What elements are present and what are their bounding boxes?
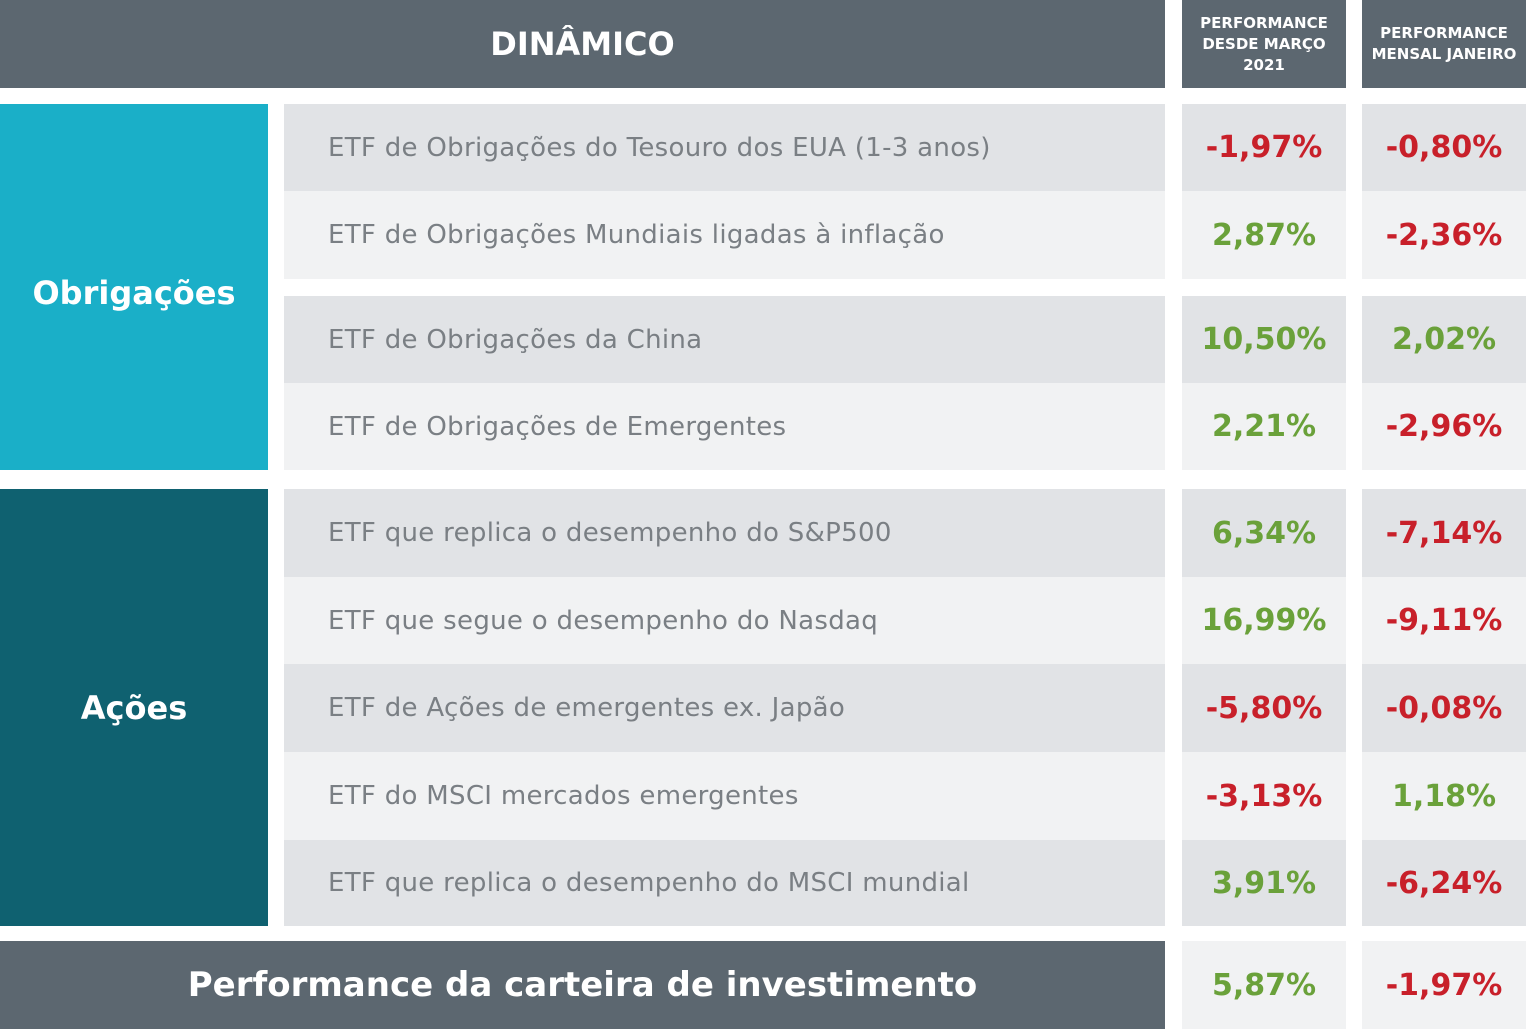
table-row-since-march: 2,21% — [1182, 383, 1346, 470]
table-row-since-march: 16,99% — [1182, 577, 1346, 664]
table-row-name: ETF de Obrigações da China — [284, 296, 1165, 383]
table-row-name: ETF de Obrigações do Tesouro dos EUA (1-… — [284, 104, 1165, 191]
table-row-january: 1,18% — [1362, 752, 1526, 840]
table-row-name: ETF de Ações de emergentes ex. Japão — [284, 664, 1165, 752]
table-row-since-march: 10,50% — [1182, 296, 1346, 383]
table-row-january: -7,14% — [1362, 489, 1526, 577]
column-header-since-march: PERFORMANCE DESDE MARÇO 2021 — [1182, 0, 1346, 88]
table-row-since-march: 2,87% — [1182, 191, 1346, 279]
table-row-january: -2,36% — [1362, 191, 1526, 279]
column-header-january: PERFORMANCE MENSAL JANEIRO — [1362, 0, 1526, 88]
table-row-name: ETF do MSCI mercados emergentes — [284, 752, 1165, 840]
table-row-january: -0,08% — [1362, 664, 1526, 752]
portfolio-performance-label: Performance da carteira de investimento — [0, 941, 1165, 1029]
table-row-name: ETF que segue o desempenho do Nasdaq — [284, 577, 1165, 664]
table-row-name: ETF que replica o desempenho do MSCI mun… — [284, 840, 1165, 926]
table-row-since-march: -1,97% — [1182, 104, 1346, 191]
table-row-january: -0,80% — [1362, 104, 1526, 191]
table-row-january: -6,24% — [1362, 840, 1526, 926]
portfolio-since-march: 5,87% — [1182, 941, 1346, 1029]
portfolio-january: -1,97% — [1362, 941, 1526, 1029]
table-row-since-march: 3,91% — [1182, 840, 1346, 926]
table-row-january: -2,96% — [1362, 383, 1526, 470]
table-row-since-march: 6,34% — [1182, 489, 1346, 577]
group-label-equities: Ações — [0, 489, 268, 926]
table-row-name: ETF de Obrigações de Emergentes — [284, 383, 1165, 470]
group-label-bonds: Obrigações — [0, 104, 268, 470]
table-row-name: ETF de Obrigações Mundiais ligadas à inf… — [284, 191, 1165, 279]
table-row-since-march: -5,80% — [1182, 664, 1346, 752]
table-row-name: ETF que replica o desempenho do S&P500 — [284, 489, 1165, 577]
table-row-january: 2,02% — [1362, 296, 1526, 383]
table-row-january: -9,11% — [1362, 577, 1526, 664]
table-title: DINÂMICO — [0, 0, 1165, 88]
table-row-since-march: -3,13% — [1182, 752, 1346, 840]
